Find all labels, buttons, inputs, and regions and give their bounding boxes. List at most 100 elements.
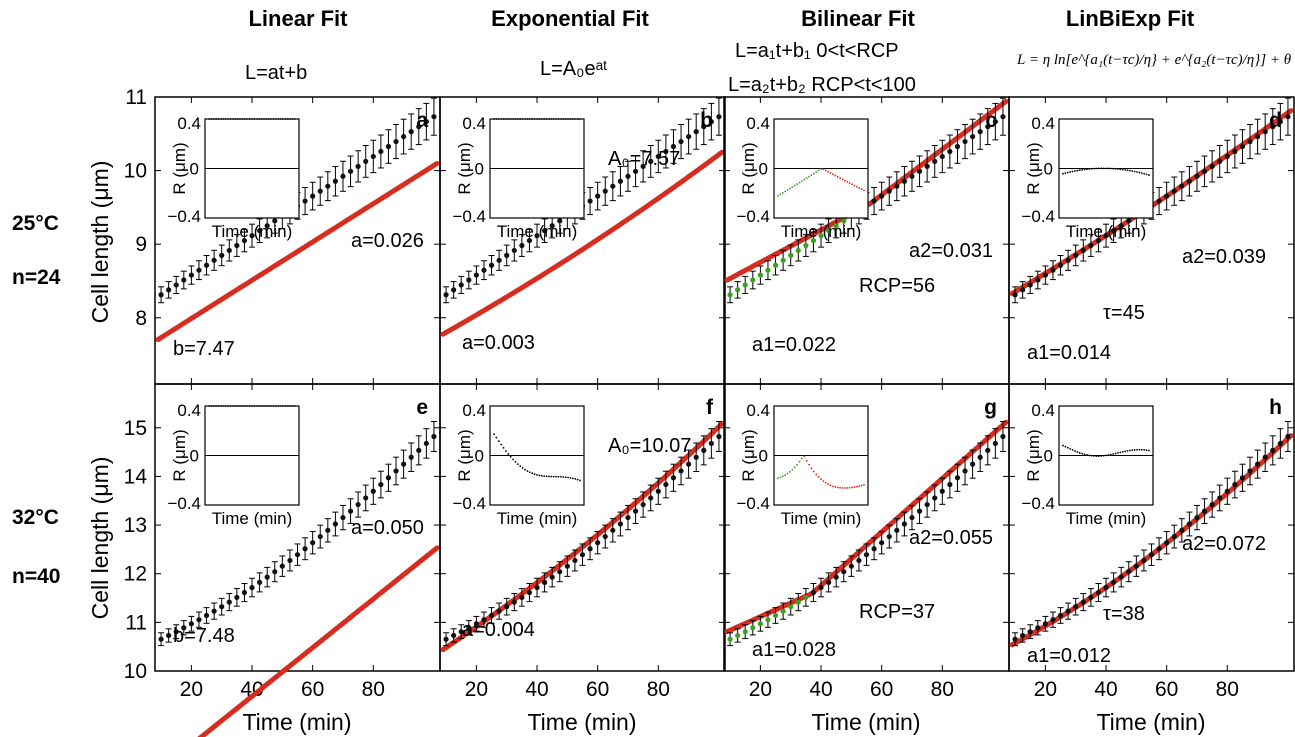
data-point bbox=[727, 292, 733, 298]
data-point bbox=[1148, 552, 1155, 558]
residual-point bbox=[1109, 453, 1112, 456]
data-point bbox=[757, 621, 763, 627]
data-point bbox=[871, 198, 877, 204]
residual-point bbox=[246, 405, 249, 407]
residual-point bbox=[291, 118, 294, 120]
residual-point bbox=[548, 475, 550, 478]
data-point bbox=[542, 579, 548, 585]
data-point bbox=[443, 636, 449, 642]
data-point bbox=[670, 475, 677, 481]
residual-point bbox=[255, 118, 258, 120]
x-axis-label-2: Time (min) bbox=[527, 709, 636, 735]
data-point bbox=[549, 223, 555, 229]
residual-point bbox=[817, 169, 820, 172]
residual-point bbox=[215, 405, 218, 407]
residual-point bbox=[1119, 168, 1122, 171]
annotation: a1=0.012 bbox=[1027, 645, 1111, 667]
data-point bbox=[795, 247, 801, 254]
residual-point bbox=[243, 118, 246, 120]
residual-point bbox=[270, 118, 273, 120]
residual-point bbox=[1121, 450, 1124, 453]
residual-point bbox=[212, 118, 215, 120]
residual-point bbox=[495, 118, 498, 120]
data-point bbox=[727, 636, 733, 642]
data-point bbox=[226, 247, 232, 254]
x-axis-label-4: Time (min) bbox=[1096, 709, 1205, 735]
data-point bbox=[511, 247, 517, 254]
data-point bbox=[1133, 563, 1139, 569]
residual-point bbox=[1078, 451, 1081, 454]
residual-point bbox=[1074, 450, 1076, 452]
y-axis-label-top: Cell length (μm) bbox=[87, 161, 113, 324]
residual-point bbox=[1117, 452, 1119, 454]
residual-point bbox=[284, 405, 287, 407]
data-point bbox=[542, 228, 548, 234]
inset-y-tick-label: 0 bbox=[475, 447, 484, 466]
residual-point bbox=[777, 477, 779, 480]
panel-a: 8 9 10 11 a a=0.026 b=7.47 0.4 0 −0.4 R (μm) Time (… bbox=[124, 86, 441, 385]
residual-point bbox=[789, 470, 791, 473]
residual-point bbox=[519, 118, 522, 120]
inset-y-tick-label: 0.4 bbox=[177, 114, 201, 133]
residual-point bbox=[208, 405, 210, 407]
data-point bbox=[1126, 218, 1132, 224]
residual-point bbox=[267, 405, 270, 407]
residual-point bbox=[574, 118, 577, 120]
inset-plot: 0.4 0 −0.4 R (μm) Time (min) bbox=[452, 401, 585, 528]
residual-point bbox=[1085, 454, 1088, 456]
data-point bbox=[648, 158, 654, 165]
residual-point bbox=[1145, 449, 1148, 452]
residual-point bbox=[567, 476, 569, 479]
data-point bbox=[772, 262, 779, 268]
residual-point bbox=[246, 118, 249, 120]
residual-point bbox=[1124, 168, 1127, 171]
row-n-40: n=40 bbox=[12, 565, 61, 588]
residual-point bbox=[555, 475, 558, 478]
x-tick-label: 40 bbox=[809, 678, 832, 701]
data-point bbox=[188, 621, 194, 627]
residual-point bbox=[846, 180, 849, 183]
data-point bbox=[340, 514, 346, 521]
data-point bbox=[219, 604, 225, 610]
data-point bbox=[1141, 557, 1147, 564]
data-point bbox=[970, 133, 976, 140]
residual-point bbox=[855, 485, 858, 488]
data-point bbox=[735, 632, 741, 639]
y-tick-label: 8 bbox=[135, 307, 147, 330]
residual-point bbox=[286, 405, 289, 407]
data-point bbox=[264, 223, 270, 229]
data-point bbox=[610, 183, 616, 189]
data-point bbox=[617, 178, 623, 184]
residual-point bbox=[1093, 167, 1095, 170]
residual-point bbox=[1131, 449, 1134, 452]
data-point bbox=[985, 124, 991, 130]
residual-point bbox=[279, 405, 282, 407]
data-point bbox=[640, 163, 646, 169]
residual-point bbox=[545, 118, 548, 120]
data-point bbox=[795, 599, 801, 605]
residual-point bbox=[1083, 168, 1086, 171]
data-point bbox=[780, 257, 786, 263]
residual-point bbox=[779, 476, 782, 479]
residual-point bbox=[224, 405, 227, 407]
data-point bbox=[466, 277, 472, 283]
data-point bbox=[818, 584, 824, 591]
data-point bbox=[332, 178, 338, 184]
panel-frame bbox=[439, 383, 726, 672]
residual-point bbox=[279, 118, 282, 120]
residual-point bbox=[1085, 168, 1088, 171]
data-point bbox=[481, 617, 487, 623]
residual-point bbox=[834, 174, 837, 177]
data-point bbox=[1262, 129, 1268, 135]
residual-point bbox=[258, 405, 261, 407]
residual-point bbox=[822, 480, 825, 483]
data-point bbox=[416, 447, 422, 453]
data-point bbox=[310, 193, 316, 199]
panel-b: b A₀=7.57 a=0.003 0.4 0 −0.4 R (μm) Time (min) bbox=[439, 96, 726, 385]
data-point bbox=[901, 178, 907, 184]
data-point bbox=[757, 272, 763, 278]
residual-point bbox=[1148, 174, 1150, 176]
data-point bbox=[401, 133, 407, 140]
data-point bbox=[818, 233, 824, 239]
residual-point bbox=[843, 179, 846, 182]
